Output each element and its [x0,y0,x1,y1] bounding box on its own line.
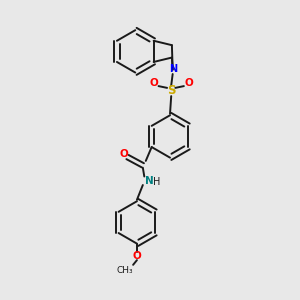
Text: O: O [184,78,193,88]
Text: CH₃: CH₃ [117,266,134,275]
Text: N: N [145,176,154,186]
Text: O: O [149,78,158,88]
Text: S: S [167,84,176,97]
Text: O: O [120,149,128,159]
Text: O: O [133,251,141,261]
Text: H: H [153,177,160,187]
Text: N: N [169,64,177,74]
